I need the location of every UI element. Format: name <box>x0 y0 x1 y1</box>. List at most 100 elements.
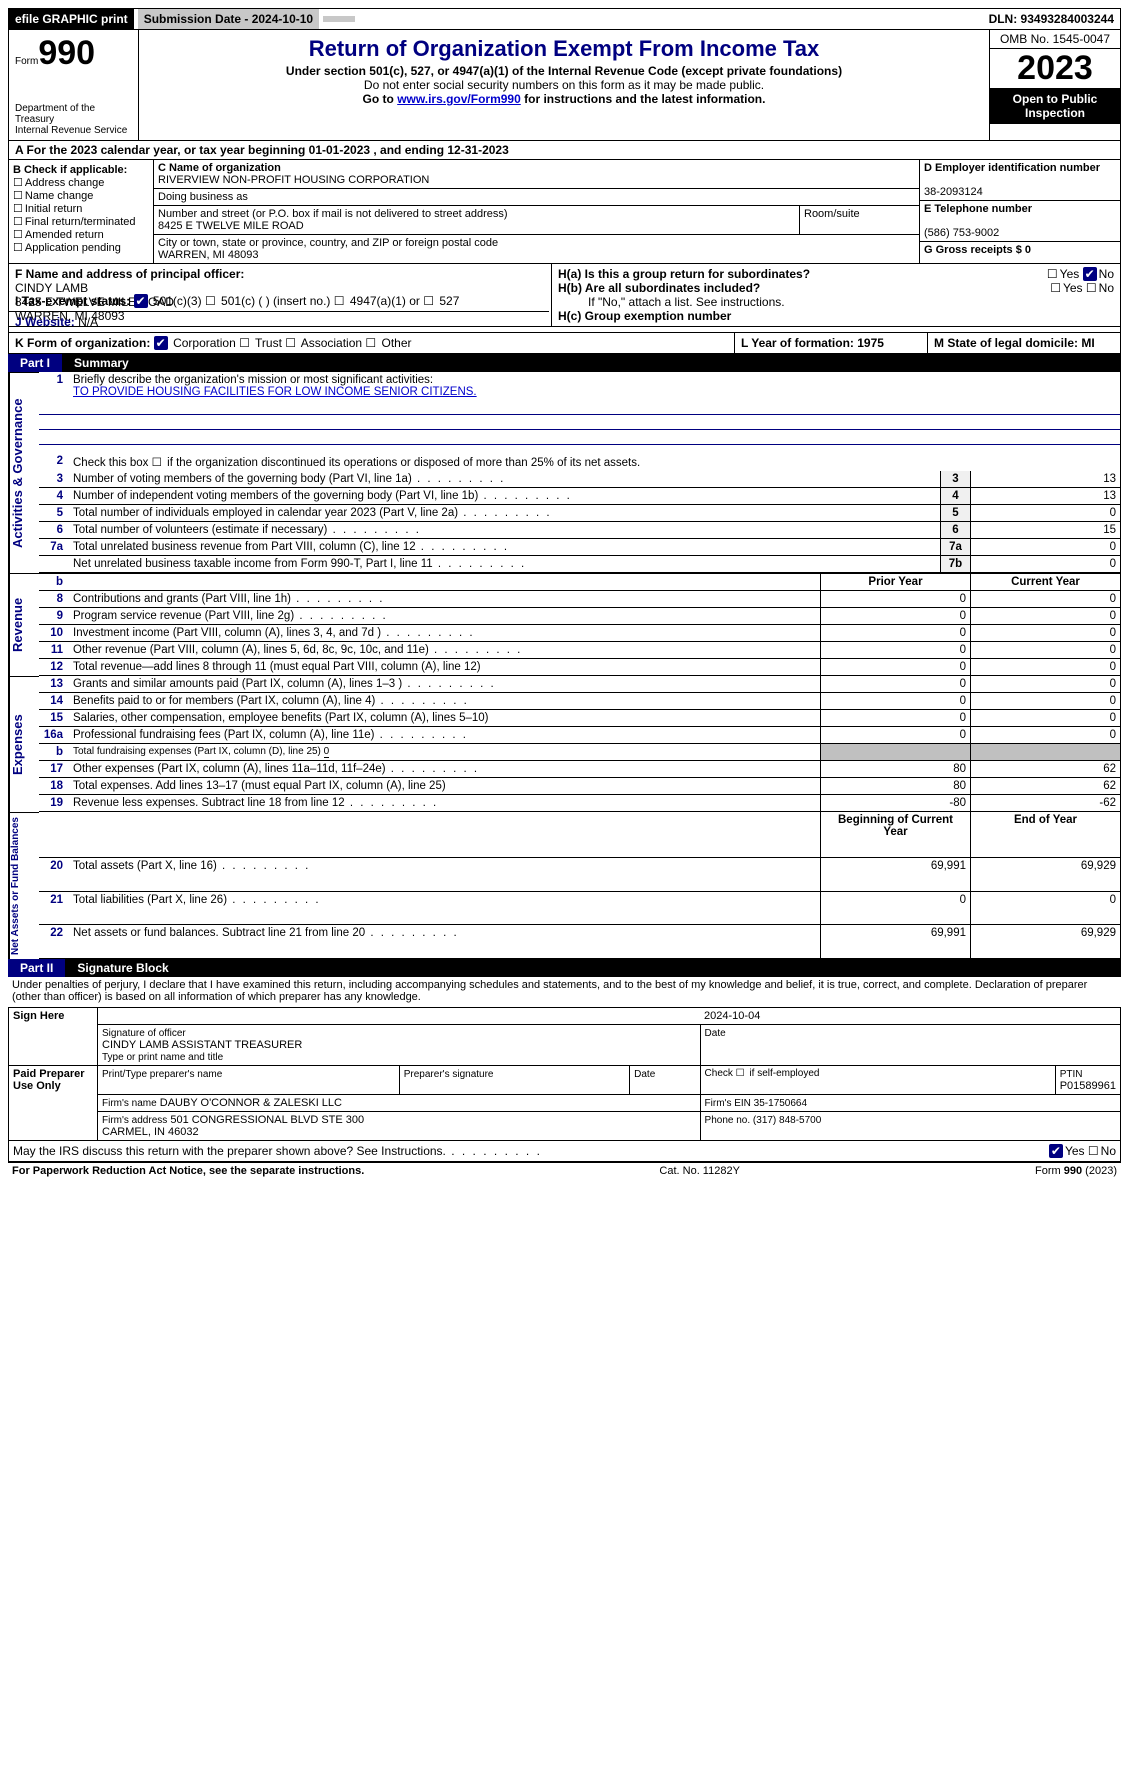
officer-name-title: CINDY LAMB ASSISTANT TREASURER <box>102 1039 302 1051</box>
i-501c3[interactable] <box>134 294 150 308</box>
form-subtitle: Under section 501(c), 527, or 4947(a)(1)… <box>145 64 983 78</box>
box-d-label: D Employer identification number <box>924 162 1100 174</box>
firm-phone: Phone no. (317) 848-5700 <box>705 1115 822 1126</box>
ha-no[interactable] <box>1083 267 1099 281</box>
irs-label: Internal Revenue Service <box>15 125 132 136</box>
vlabel-governance: Activities & Governance <box>9 372 39 573</box>
dept-label: Department of the Treasury <box>15 103 132 125</box>
footer-mid: Cat. No. 11282Y <box>659 1165 740 1177</box>
check-amended-return[interactable] <box>13 229 25 241</box>
val-7a: 0 <box>970 539 1120 556</box>
perjury-text: Under penalties of perjury, I declare th… <box>8 977 1121 1005</box>
col-begin: Beginning of Current Year <box>820 812 970 858</box>
row-klm: K Form of organization: Corporation Trus… <box>8 333 1121 354</box>
mission-text: TO PROVIDE HOUSING FACILITIES FOR LOW IN… <box>73 386 477 398</box>
hb-note: If "No," attach a list. See instructions… <box>558 295 1114 309</box>
part2-header: Part II Signature Block <box>8 959 1121 977</box>
i-4947[interactable] <box>334 294 347 308</box>
sig-officer-label: Signature of officer <box>102 1028 186 1039</box>
hb-no[interactable] <box>1086 281 1099 295</box>
check-address-change[interactable] <box>13 177 25 189</box>
line2-check[interactable] <box>152 457 164 469</box>
box-b-title: B Check if applicable: <box>13 164 149 176</box>
k-other[interactable] <box>365 336 378 350</box>
sign-date: 2024-10-04 <box>704 1010 760 1022</box>
city-label: City or town, state or province, country… <box>158 237 498 249</box>
summary-revenue: Revenue b Prior Year Current Year 8Contr… <box>8 573 1121 676</box>
i-label: I Tax-exempt status: <box>15 294 130 308</box>
row-i: I Tax-exempt status: 501(c)(3) 501(c) ( … <box>8 291 549 312</box>
i-527[interactable] <box>423 294 436 308</box>
discuss-no[interactable] <box>1088 1144 1101 1158</box>
form-number: 990 <box>38 34 95 72</box>
form-label: Form <box>15 56 38 67</box>
k-corp[interactable] <box>154 336 170 350</box>
j-label: J Website: <box>15 315 75 329</box>
firm-ein: Firm's EIN 35-1750664 <box>705 1098 808 1109</box>
ssn-warning: Do not enter social security numbers on … <box>145 78 983 92</box>
summary-governance: Activities & Governance 1 Briefly descri… <box>8 372 1121 573</box>
vlabel-expenses: Expenses <box>9 676 39 812</box>
sign-here-label: Sign Here <box>9 1008 98 1066</box>
check-name-change[interactable] <box>13 190 25 202</box>
part2-title: Signature Block <box>65 959 180 977</box>
vlabel-netassets: Net Assets or Fund Balances <box>9 812 39 959</box>
val-7b: 0 <box>970 556 1120 573</box>
col-end: End of Year <box>970 812 1120 858</box>
discuss-row: May the IRS discuss this return with the… <box>8 1141 1121 1162</box>
dba-label: Doing business as <box>154 189 920 206</box>
check-application-pending[interactable] <box>13 242 25 254</box>
summary-expenses: Expenses 13Grants and similar amounts pa… <box>8 676 1121 812</box>
k-assoc[interactable] <box>285 336 298 350</box>
dln-label: DLN: 93493284003244 <box>983 9 1120 29</box>
i-501c[interactable] <box>205 294 218 308</box>
page-footer: For Paperwork Reduction Act Notice, see … <box>8 1162 1121 1179</box>
line-a: A For the 2023 calendar year, or tax yea… <box>8 141 1121 160</box>
val-3: 13 <box>970 471 1120 488</box>
check-initial-return[interactable] <box>13 203 25 215</box>
ptin-value: P01589961 <box>1060 1080 1116 1092</box>
box-g-label: G Gross receipts $ 0 <box>924 244 1031 256</box>
paid-preparer-label: Paid Preparer Use Only <box>9 1066 98 1141</box>
val-5: 0 <box>970 505 1120 522</box>
vlabel-revenue: Revenue <box>9 573 39 676</box>
street-value: 8425 E TWELVE MILE ROAD <box>158 220 304 232</box>
efile-button[interactable]: efile GRAPHIC print <box>9 9 134 29</box>
val-4: 13 <box>970 488 1120 505</box>
self-employed-check[interactable] <box>736 1068 747 1079</box>
ha-yes[interactable] <box>1047 267 1060 281</box>
summary-netassets: Net Assets or Fund Balances Beginning of… <box>8 812 1121 959</box>
hb-yes[interactable] <box>1050 281 1063 295</box>
firm-name: DAUBY O'CONNOR & ZALESKI LLC <box>160 1097 342 1109</box>
box-f-label: F Name and address of principal officer: <box>15 267 244 281</box>
entity-info: B Check if applicable: Address change Na… <box>8 160 1121 264</box>
open-inspection: Open to Public Inspection <box>990 88 1120 124</box>
ha-label: H(a) Is this a group return for subordin… <box>558 267 810 281</box>
check-final-return[interactable] <box>13 216 25 228</box>
form-header: Form990 Department of the Treasury Inter… <box>8 30 1121 141</box>
city-value: WARREN, MI 48093 <box>158 249 258 261</box>
line2-text: Check this box if the organization disco… <box>69 453 1120 471</box>
goto-prefix: Go to <box>363 92 398 106</box>
box-c-name-label: C Name of organization <box>158 162 281 174</box>
part1-title: Summary <box>62 354 141 372</box>
top-bar: efile GRAPHIC print Submission Date - 20… <box>8 8 1121 30</box>
k-trust[interactable] <box>239 336 252 350</box>
part2-num: Part II <box>8 959 65 977</box>
goto-suffix: for instructions and the latest informat… <box>521 92 766 106</box>
omb-number: OMB No. 1545-0047 <box>990 30 1120 49</box>
signature-table: Sign Here 2024-10-04 Signature of office… <box>8 1007 1121 1141</box>
dropdown-icon[interactable] <box>323 16 355 22</box>
website-value: N/A <box>78 315 98 329</box>
hb-label: H(b) Are all subordinates included? <box>558 281 760 295</box>
box-e-label: E Telephone number <box>924 203 1032 215</box>
firm-addr1: 501 CONGRESSIONAL BLVD STE 300 <box>170 1114 364 1126</box>
hc-label: H(c) Group exemption number <box>558 309 1114 323</box>
footer-left: For Paperwork Reduction Act Notice, see … <box>12 1165 364 1177</box>
line16b: Total fundraising expenses (Part IX, col… <box>69 744 820 761</box>
goto-link[interactable]: www.irs.gov/Form990 <box>397 92 521 106</box>
firm-addr2: CARMEL, IN 46032 <box>102 1126 199 1138</box>
discuss-yes[interactable] <box>1049 1144 1065 1158</box>
type-name-label: Type or print name and title <box>102 1052 223 1063</box>
discuss-text: May the IRS discuss this return with the… <box>13 1144 1049 1158</box>
